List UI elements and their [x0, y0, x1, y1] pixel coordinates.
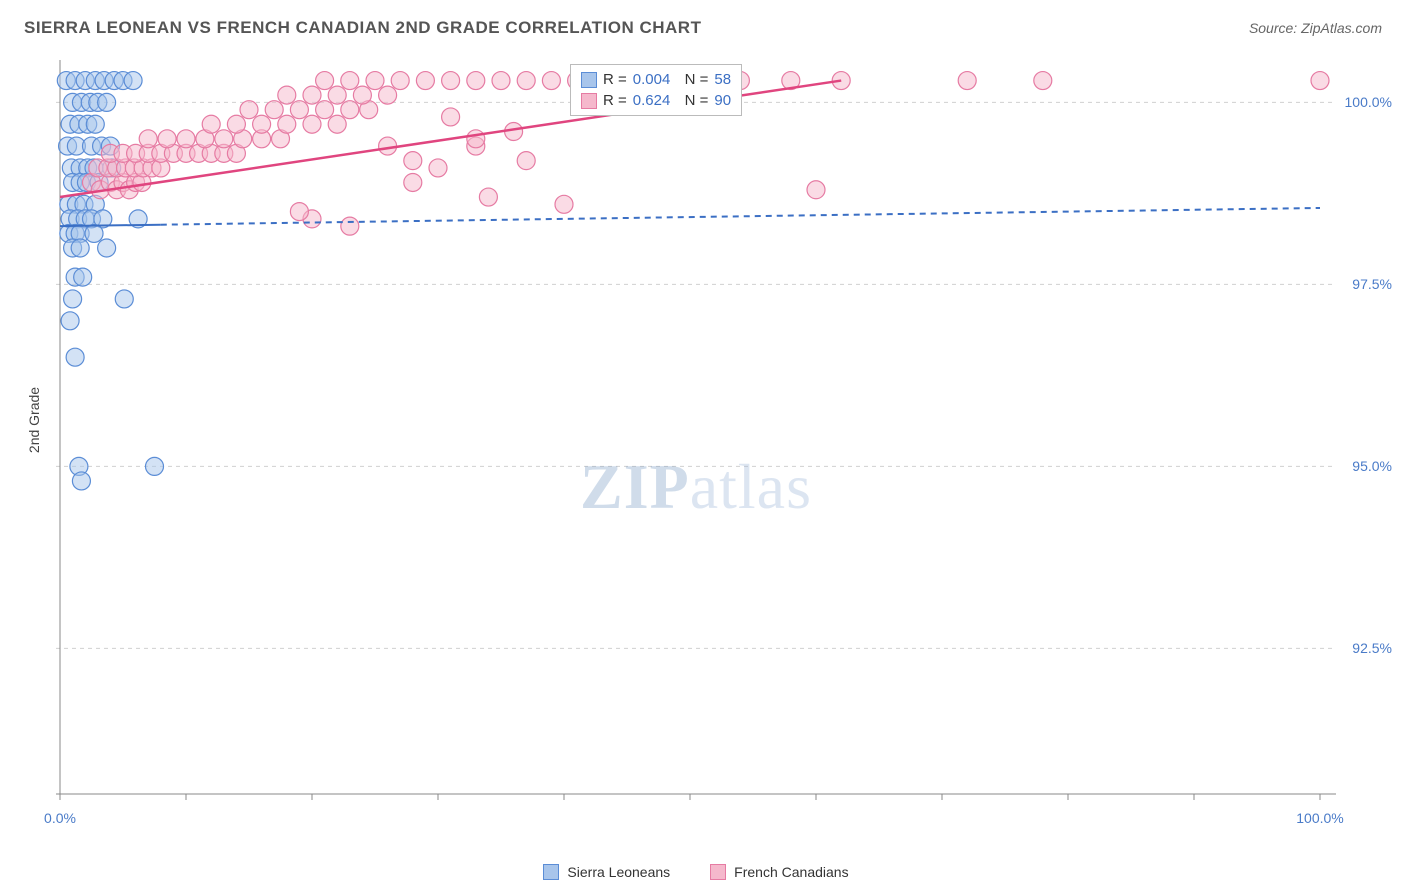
- y-tick-label: 92.5%: [1352, 640, 1392, 656]
- r-value-0: 0.004: [633, 71, 671, 88]
- legend-row-0: R = 0.004 N = 58: [581, 69, 731, 90]
- legend-swatch-0: [581, 72, 597, 88]
- legend-item-0: Sierra Leoneans: [543, 864, 670, 880]
- legend-row-1: R = 0.624 N = 90: [581, 90, 731, 111]
- legend-item-1: French Canadians: [710, 864, 848, 880]
- n-value-1: 90: [714, 92, 731, 109]
- legend-label-1: French Canadians: [734, 864, 848, 880]
- x-tick-label: 0.0%: [44, 810, 76, 826]
- y-tick-label: 100.0%: [1345, 94, 1392, 110]
- correlation-legend: R = 0.004 N = 58 R = 0.624 N = 90: [570, 64, 742, 116]
- legend-swatch-icon: [710, 864, 726, 880]
- y-tick-label: 95.0%: [1352, 458, 1392, 474]
- chart-source: Source: ZipAtlas.com: [1249, 20, 1382, 36]
- legend-label-0: Sierra Leoneans: [567, 864, 670, 880]
- legend-swatch-icon: [543, 864, 559, 880]
- chart-area: R = 0.004 N = 58 R = 0.624 N = 90 ZIPatl…: [56, 60, 1336, 800]
- series-legend: Sierra Leoneans French Canadians: [56, 864, 1336, 880]
- y-axis-label: 2nd Grade: [26, 387, 42, 453]
- x-tick-label: 100.0%: [1296, 810, 1343, 826]
- n-value-0: 58: [714, 71, 731, 88]
- y-tick-label: 97.5%: [1352, 276, 1392, 292]
- scatter-plot: [56, 60, 1336, 800]
- chart-title: SIERRA LEONEAN VS FRENCH CANADIAN 2ND GR…: [24, 18, 701, 38]
- r-value-1: 0.624: [633, 92, 671, 109]
- legend-swatch-1: [581, 93, 597, 109]
